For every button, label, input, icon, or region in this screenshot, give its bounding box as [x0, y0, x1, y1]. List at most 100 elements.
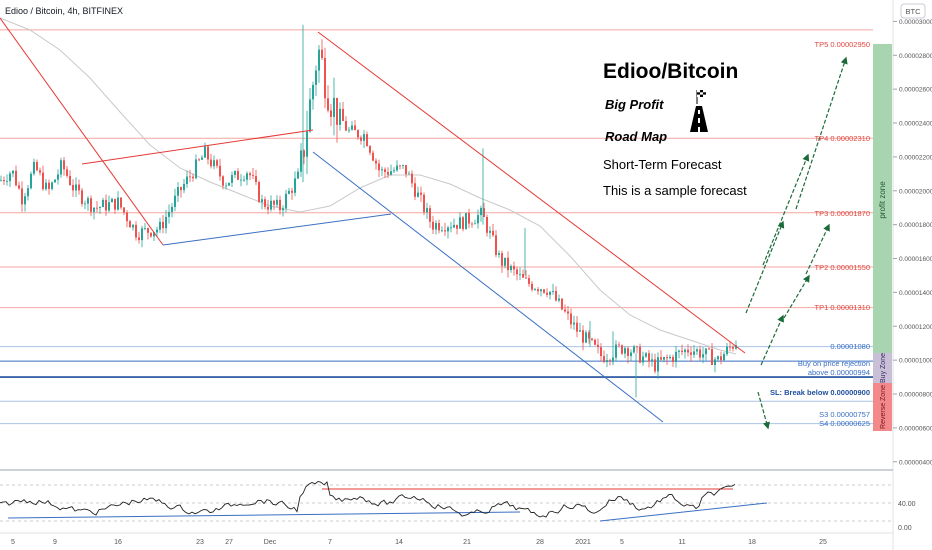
candle	[390, 164, 392, 176]
candle	[489, 226, 491, 239]
candle	[171, 203, 173, 218]
candle	[69, 170, 71, 187]
candle	[282, 205, 284, 217]
candle	[405, 165, 407, 178]
candle	[477, 209, 479, 229]
candle	[249, 171, 251, 180]
candle	[243, 175, 245, 182]
candle	[9, 171, 11, 188]
annotation-title: Edioo/Bitcoin	[603, 60, 738, 83]
candle	[348, 126, 350, 133]
candle	[156, 226, 158, 237]
candle	[717, 355, 719, 362]
candle	[630, 349, 632, 362]
candle	[426, 202, 428, 219]
candle	[696, 347, 698, 355]
candle	[444, 222, 446, 237]
candle	[720, 351, 722, 365]
candle	[378, 159, 380, 178]
profit-zone	[873, 44, 892, 353]
reverse-zone	[873, 383, 892, 431]
candle	[234, 170, 236, 179]
candle	[540, 288, 542, 297]
candle	[291, 187, 293, 200]
candle	[18, 181, 20, 190]
arrow-down	[757, 391, 770, 430]
moving-average-line	[0, 17, 737, 355]
candle	[141, 225, 143, 248]
candle	[279, 195, 281, 215]
candle	[621, 344, 623, 356]
candle	[51, 181, 53, 191]
candle	[270, 195, 272, 212]
candle	[618, 341, 620, 348]
candlestick-series	[0, 24, 737, 398]
time-tick-label: 9	[53, 539, 57, 546]
profit-zone-label: profit zone	[878, 181, 887, 219]
candle	[687, 344, 689, 357]
candle	[633, 344, 635, 354]
currency-badge[interactable]	[900, 3, 926, 19]
candle	[225, 182, 227, 190]
time-tick-label: 5	[620, 539, 624, 546]
candle	[363, 130, 365, 149]
price-tick-label: 0.00003000	[899, 19, 932, 26]
candle	[699, 345, 701, 361]
candle	[429, 205, 431, 228]
candle	[732, 345, 734, 352]
tp5-label: TP5 0.00002950	[815, 40, 870, 49]
entry-high-label: 0.00001080	[830, 342, 870, 351]
candle	[591, 337, 593, 342]
candle	[642, 351, 644, 366]
price-tick-label: 0.00002200	[899, 154, 932, 161]
candle	[102, 197, 104, 208]
candle	[366, 131, 368, 147]
candle	[255, 169, 257, 186]
candle	[294, 171, 296, 197]
candle	[195, 154, 197, 180]
price-tick-label: 0.00001800	[899, 222, 932, 229]
candle	[657, 352, 659, 379]
candle	[153, 232, 155, 241]
candle	[375, 158, 377, 170]
candle	[288, 187, 290, 195]
candle	[510, 264, 512, 273]
candle	[3, 176, 5, 185]
buy-zone-label: Buy Zone	[880, 353, 887, 383]
candle	[114, 198, 116, 214]
price-tick-label: 0.00002000	[899, 188, 932, 195]
candle	[384, 167, 386, 178]
candle	[603, 350, 605, 364]
candle	[303, 149, 305, 165]
price-axis[interactable]: 0.00003000 0.00002800 0.00002600 0.00002400…	[893, 19, 932, 466]
candle	[159, 217, 161, 233]
candle	[138, 231, 140, 244]
candle	[216, 158, 218, 169]
candle	[336, 97, 338, 143]
level-lines	[0, 29, 873, 425]
candle	[558, 294, 560, 303]
candle	[555, 286, 557, 302]
trend-line-red-3	[317, 31, 746, 354]
candle	[306, 110, 308, 175]
candle	[198, 158, 200, 162]
checkered-flag-icon	[696, 90, 706, 104]
candle	[246, 171, 248, 186]
candle	[552, 283, 554, 295]
s3-label: S3 0.00000757	[819, 410, 870, 419]
candle	[693, 345, 695, 359]
candle	[333, 77, 335, 136]
candle	[636, 345, 638, 354]
candle	[24, 192, 26, 212]
candle	[222, 175, 224, 190]
candle	[39, 167, 41, 176]
candle	[615, 340, 617, 362]
trend-line-red-2	[81, 129, 314, 165]
candle	[327, 85, 329, 113]
time-axis[interactable]: 5 9 16 23 27 Dec 7 14 21 28 2021 5 11 18 25	[11, 539, 827, 546]
candle	[408, 171, 410, 175]
tp4-label: TP4 0.00002310	[815, 134, 870, 143]
s4-label: S4 0.00000625	[819, 419, 870, 428]
candle	[207, 145, 209, 165]
